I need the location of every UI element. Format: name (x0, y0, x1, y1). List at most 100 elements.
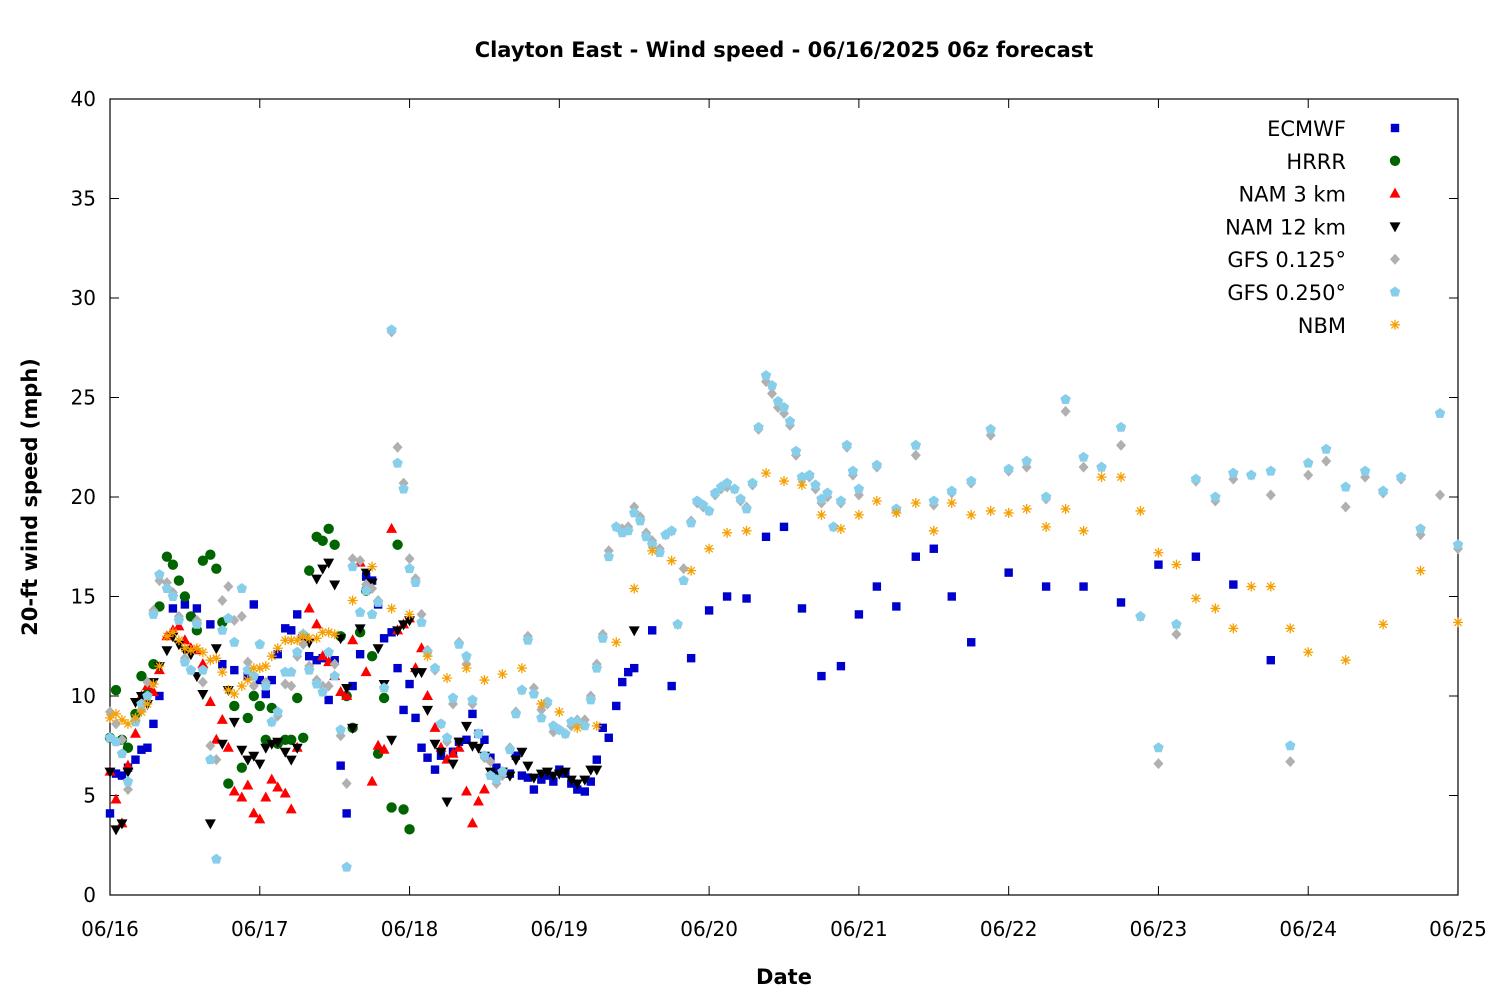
data-point (317, 650, 329, 661)
data-point (504, 744, 516, 755)
data-point (317, 627, 328, 638)
data-point (429, 662, 441, 673)
data-point (541, 767, 553, 778)
data-point (1135, 505, 1146, 516)
data-point (453, 638, 465, 649)
data-point (303, 602, 315, 613)
data-point (254, 663, 265, 674)
data-point (761, 468, 772, 479)
data-point (173, 575, 185, 586)
data-point (286, 734, 297, 745)
data-point (398, 804, 409, 815)
data-point (104, 767, 116, 778)
data-point (685, 517, 697, 528)
data-point (355, 555, 366, 567)
data-point (354, 624, 366, 635)
data-point (229, 689, 240, 700)
data-point (910, 449, 921, 461)
data-point (404, 563, 415, 574)
data-point (1359, 465, 1371, 476)
data-point (810, 479, 821, 490)
data-point (217, 624, 228, 635)
data-point (597, 632, 608, 643)
data-point (528, 688, 540, 699)
data-point (1096, 472, 1107, 483)
data-point (1415, 565, 1426, 576)
data-point (148, 679, 159, 690)
x-tick-label: 06/21 (830, 917, 888, 941)
data-point (122, 784, 133, 796)
data-point (1378, 619, 1389, 630)
data-point (372, 644, 384, 655)
data-point (249, 600, 258, 609)
data-point (1246, 581, 1257, 592)
data-point (378, 743, 390, 754)
data-point (161, 551, 173, 562)
data-point (161, 583, 173, 593)
data-point (116, 714, 127, 725)
data-point (510, 755, 522, 766)
data-point (1210, 491, 1221, 502)
data-point (453, 737, 465, 748)
data-point (130, 712, 141, 723)
data-point (472, 795, 484, 806)
data-point (378, 692, 390, 704)
data-point (1171, 618, 1182, 629)
data-point (142, 698, 153, 709)
data-point (480, 735, 489, 744)
data-point (197, 647, 208, 658)
data-point (1078, 525, 1089, 536)
data-point (236, 610, 247, 622)
data-point (1395, 471, 1407, 482)
data-point (741, 525, 752, 536)
data-point (611, 637, 622, 648)
data-point (254, 638, 266, 649)
y-tick-label: 0 (83, 883, 96, 907)
data-point (129, 727, 141, 738)
data-point (686, 565, 697, 576)
data-point (1079, 582, 1088, 591)
data-point (1266, 655, 1275, 665)
data-point (392, 441, 403, 453)
data-point (466, 817, 478, 828)
data-point (323, 680, 334, 692)
data-point (547, 771, 559, 782)
data-point (386, 324, 397, 335)
data-point (435, 747, 447, 758)
data-point (1303, 647, 1314, 658)
data-point (836, 661, 846, 671)
data-point (686, 653, 696, 663)
data-point (329, 629, 340, 640)
data-point (236, 762, 248, 773)
data-point (779, 522, 789, 532)
data-point (591, 662, 603, 673)
data-point (1340, 501, 1351, 513)
data-point (167, 591, 179, 601)
data-point (1116, 439, 1126, 451)
data-point (110, 708, 121, 719)
data-point (248, 690, 259, 702)
data-point (1115, 421, 1127, 432)
data-point (167, 627, 178, 638)
data-point (304, 633, 315, 644)
y-tick-label: 30 (71, 286, 96, 310)
data-point (891, 507, 902, 518)
data-point (565, 775, 577, 786)
data-point (678, 563, 689, 575)
data-point (797, 604, 807, 613)
data-point (197, 690, 209, 701)
data-point (1228, 467, 1239, 478)
data-point (236, 745, 248, 756)
data-point (341, 690, 353, 700)
data-point (1320, 443, 1332, 454)
data-point (778, 401, 790, 412)
legend-label: GFS 0.125° (1227, 248, 1346, 272)
data-point (242, 675, 253, 686)
data-point (392, 539, 403, 550)
data-point (161, 631, 172, 642)
data-point (348, 681, 357, 691)
data-point (985, 423, 996, 434)
data-point (697, 499, 709, 510)
data-point (784, 415, 796, 426)
data-point (387, 628, 396, 637)
